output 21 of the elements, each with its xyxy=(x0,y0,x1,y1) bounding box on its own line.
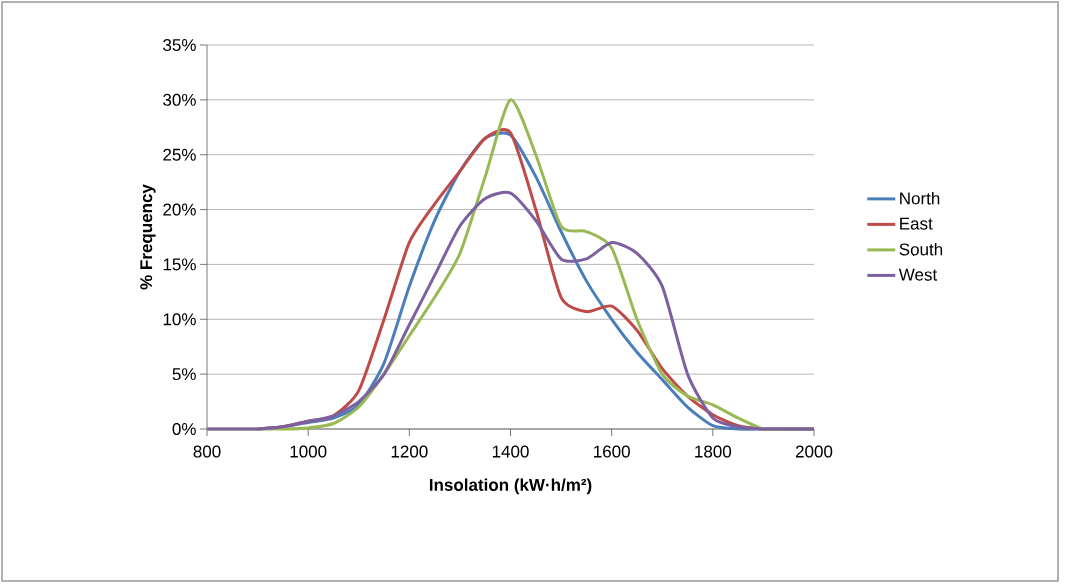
y-tick-label: 10% xyxy=(163,313,196,326)
y-tick-label: 30% xyxy=(163,93,196,106)
legend-label: East xyxy=(900,217,933,230)
y-tick-label: 25% xyxy=(163,148,196,161)
legend-label: West xyxy=(898,268,938,281)
y-tick-label: 0% xyxy=(172,422,196,436)
x-tick-label: 1200 xyxy=(391,445,428,458)
x-tick-label: 800 xyxy=(193,445,221,458)
y-tick-label: 35% xyxy=(163,38,196,52)
y-tick-label: 20% xyxy=(163,203,196,216)
x-tick-label: 1000 xyxy=(290,445,327,458)
x-tick-label: 2000 xyxy=(795,445,833,458)
x-axis-title: Insolation (kW·h/m²) xyxy=(429,478,592,495)
y-tick-label: 5% xyxy=(172,368,196,381)
y-tick-label: 15% xyxy=(163,258,196,271)
legend-label: South xyxy=(899,243,943,256)
y-axis-title: % Frequency xyxy=(140,184,156,290)
legend-label: North xyxy=(900,191,940,205)
x-tick-label: 1400 xyxy=(492,445,529,458)
x-tick-label: 1600 xyxy=(594,445,630,458)
x-tick-label: 1800 xyxy=(695,445,732,458)
